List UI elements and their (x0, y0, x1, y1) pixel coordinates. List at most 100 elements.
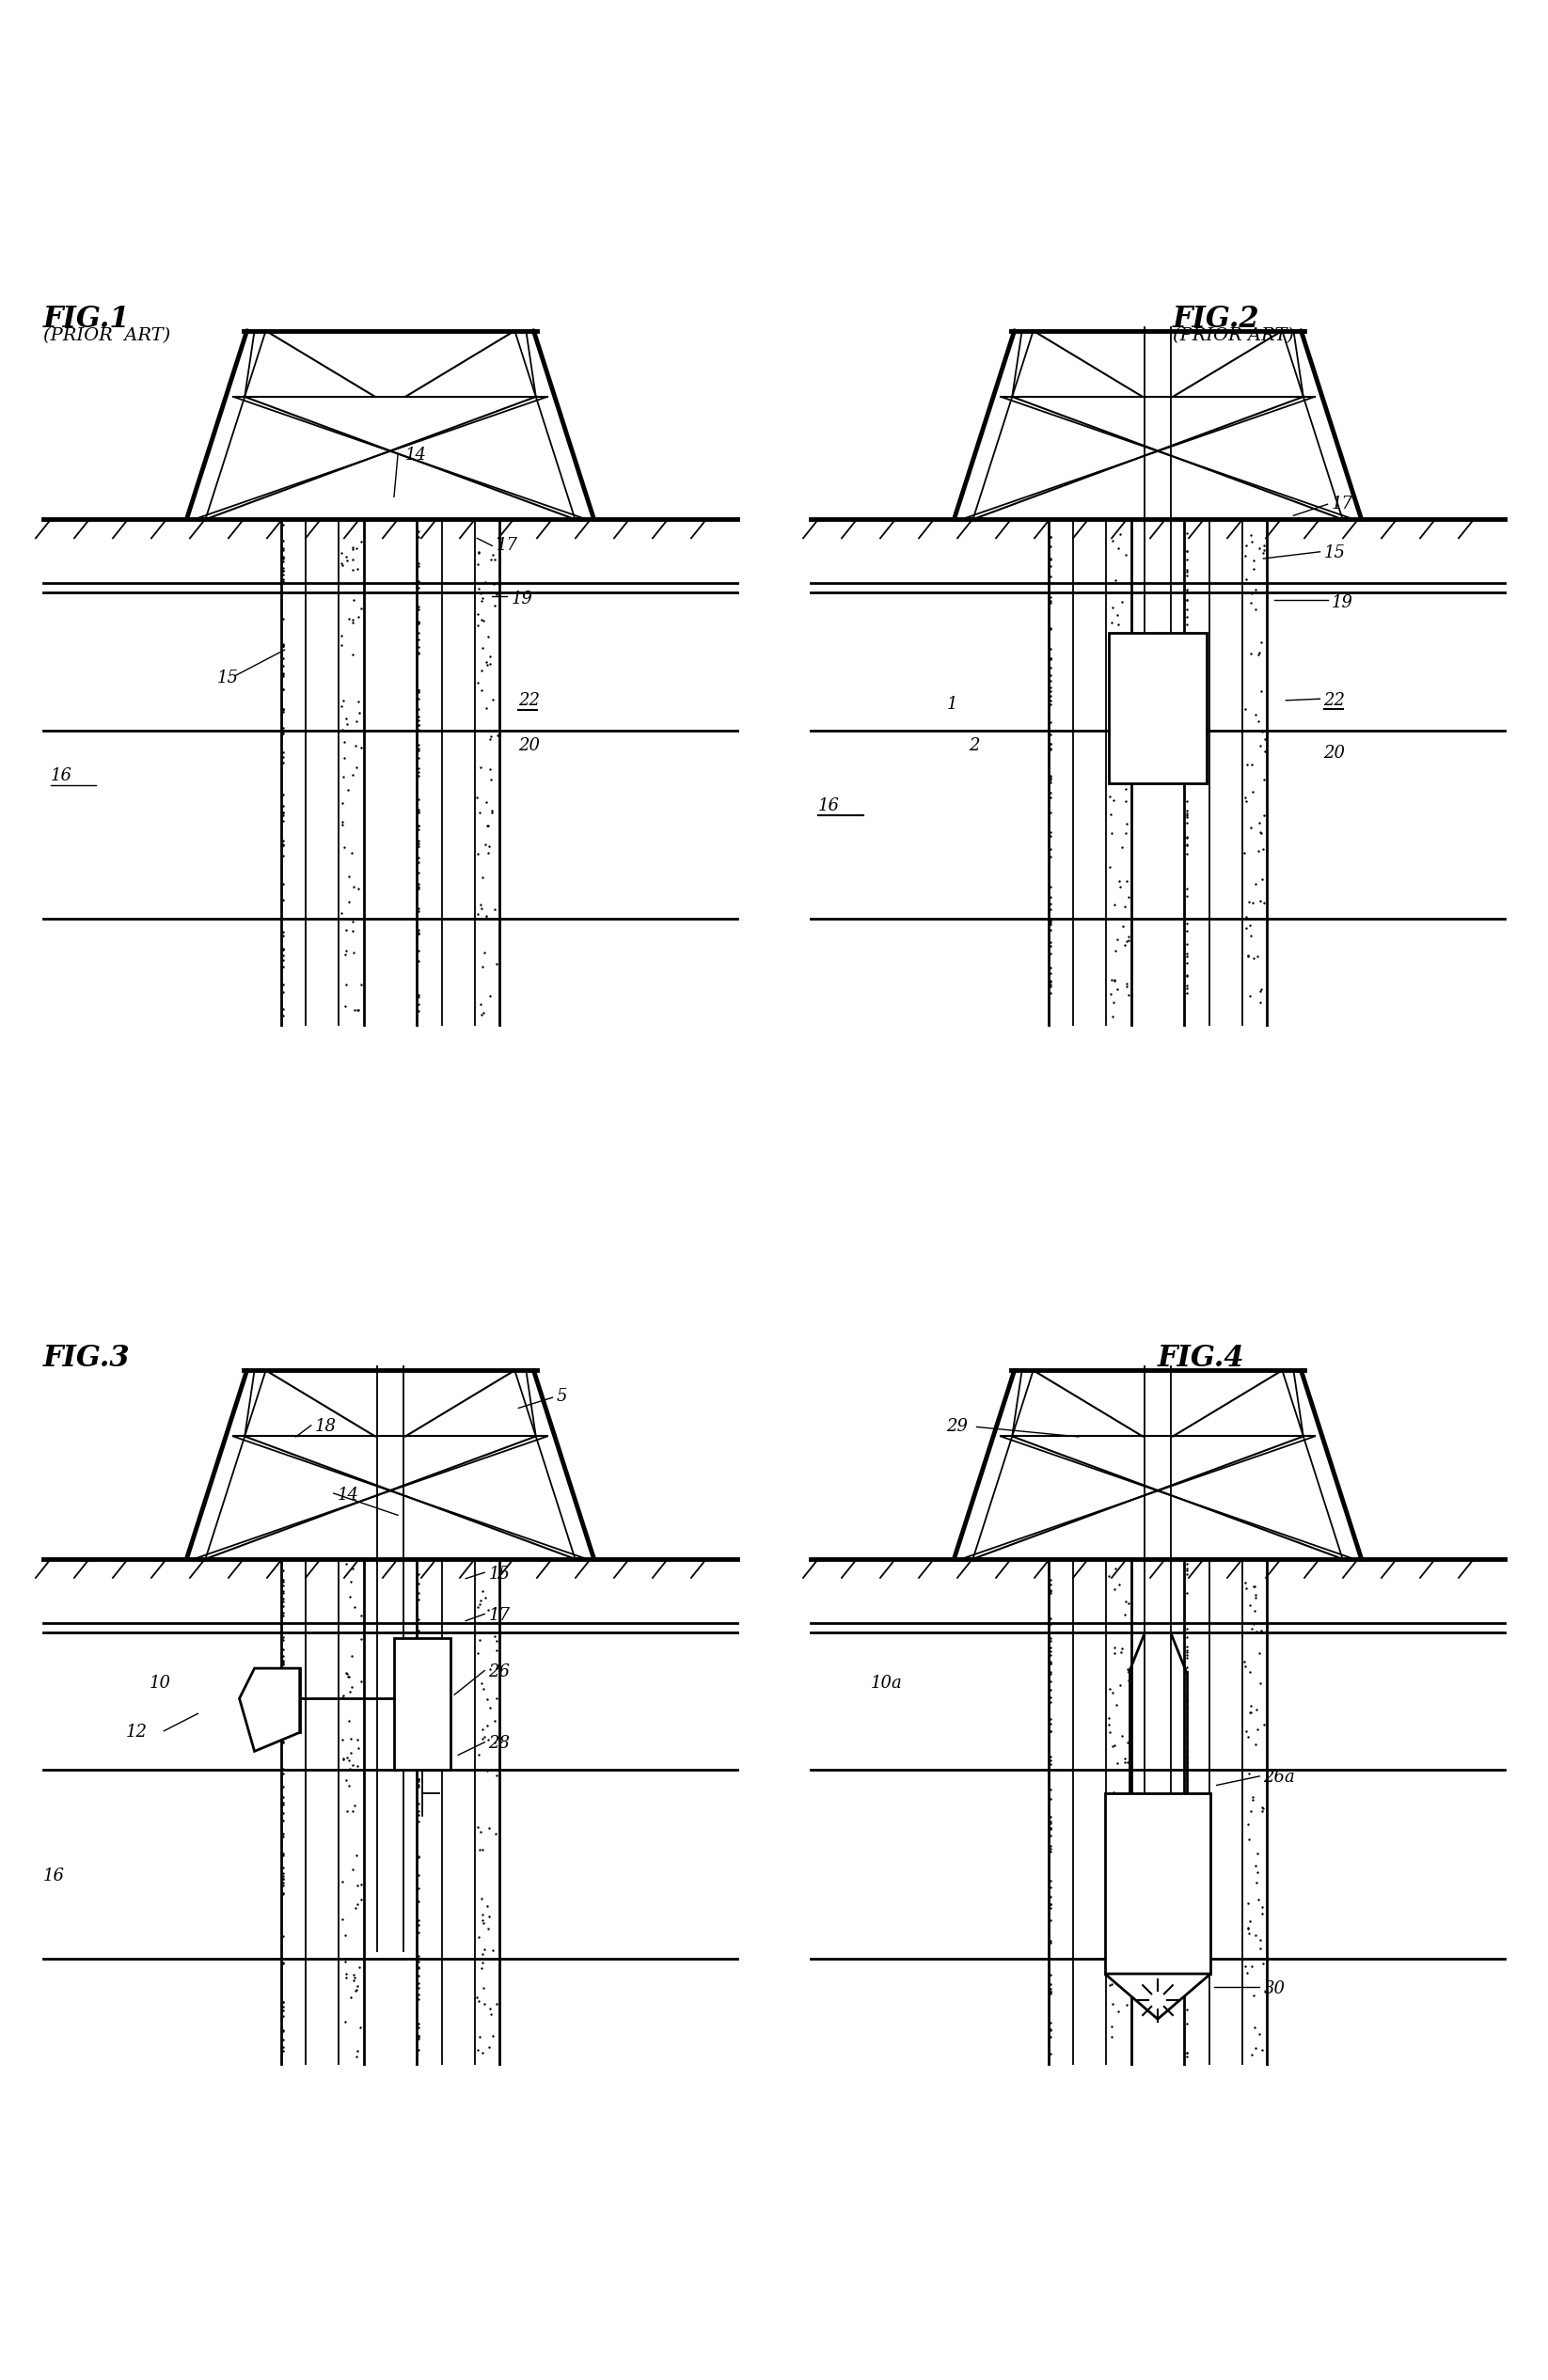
Point (1173, 605, 1198, 643)
Point (1173, 797, 1198, 835)
Point (271, 1642, 296, 1680)
Point (1110, 762, 1135, 800)
Point (1039, 762, 1063, 800)
Point (407, 750, 432, 788)
Point (271, 1866, 296, 1904)
Point (1173, 826, 1198, 864)
Point (336, 1766, 361, 1804)
Point (1251, 526, 1276, 564)
Point (407, 1564, 432, 1602)
Point (407, 790, 432, 828)
Point (1039, 962, 1063, 1000)
Point (407, 1737, 432, 1775)
Point (342, 1587, 367, 1626)
Point (1173, 716, 1198, 754)
Point (407, 512, 432, 550)
Point (1241, 540, 1266, 578)
Point (348, 521, 373, 559)
Point (407, 1671, 432, 1709)
Point (330, 802, 354, 840)
Point (474, 783, 498, 821)
Point (1111, 733, 1136, 771)
Point (1173, 1680, 1198, 1718)
Point (271, 947, 296, 985)
Point (1039, 1654, 1063, 1692)
Point (271, 528, 296, 566)
Point (407, 2018, 432, 2056)
Point (1039, 969, 1063, 1007)
Point (1243, 1725, 1268, 1764)
Point (469, 2035, 494, 2073)
Point (1098, 976, 1122, 1014)
Point (471, 1830, 495, 1868)
Point (1173, 912, 1198, 950)
Point (1248, 812, 1272, 850)
Point (1173, 1545, 1198, 1583)
Point (334, 912, 359, 950)
Point (331, 681, 356, 719)
Point (407, 731, 432, 769)
Point (1098, 1557, 1122, 1595)
Point (1099, 605, 1124, 643)
Point (1173, 819, 1198, 857)
Point (467, 1580, 492, 1618)
Point (1111, 926, 1136, 964)
Point (271, 942, 296, 981)
Point (341, 1745, 365, 1783)
Point (485, 1985, 509, 2023)
Point (407, 793, 432, 831)
Point (334, 1792, 359, 1830)
Point (1249, 971, 1274, 1009)
Point (477, 645, 502, 683)
Point (333, 2002, 358, 2040)
Point (1098, 778, 1122, 816)
Point (1039, 2004, 1063, 2042)
Point (407, 1963, 432, 2002)
Point (1102, 693, 1127, 731)
Point (407, 1802, 432, 1840)
Point (1248, 1664, 1272, 1702)
Point (1039, 1868, 1063, 1906)
Point (1240, 2035, 1265, 2073)
Point (1252, 759, 1277, 797)
Point (337, 1733, 362, 1771)
Point (330, 712, 354, 750)
Point (331, 1740, 356, 1778)
Point (407, 1883, 432, 1921)
Point (1246, 702, 1271, 740)
Point (1173, 795, 1198, 833)
Point (1241, 1592, 1266, 1630)
Point (407, 1792, 432, 1830)
Point (466, 664, 491, 702)
Point (1251, 1790, 1276, 1828)
Point (341, 902, 365, 940)
Point (407, 1649, 432, 1687)
Point (1113, 1959, 1138, 1997)
Point (1039, 1604, 1063, 1642)
Point (1173, 1837, 1198, 1875)
Point (407, 1699, 432, 1737)
Point (1240, 1780, 1265, 1818)
Point (1251, 831, 1276, 869)
Point (1241, 1604, 1266, 1642)
Point (271, 626, 296, 664)
Point (1113, 1745, 1138, 1783)
Point (466, 569, 491, 607)
Point (331, 759, 356, 797)
Point (407, 704, 432, 743)
Point (407, 709, 432, 747)
Point (1039, 547, 1063, 585)
Point (345, 550, 370, 588)
Point (1237, 1821, 1262, 1859)
Point (347, 683, 372, 721)
Point (1039, 774, 1063, 812)
Point (464, 1978, 489, 2016)
Point (271, 1587, 296, 1626)
Point (1173, 693, 1198, 731)
Point (407, 1599, 432, 1637)
Point (1105, 1745, 1130, 1783)
Point (1173, 619, 1198, 657)
Point (1039, 831, 1063, 869)
Point (271, 1768, 296, 1806)
Point (475, 807, 500, 845)
